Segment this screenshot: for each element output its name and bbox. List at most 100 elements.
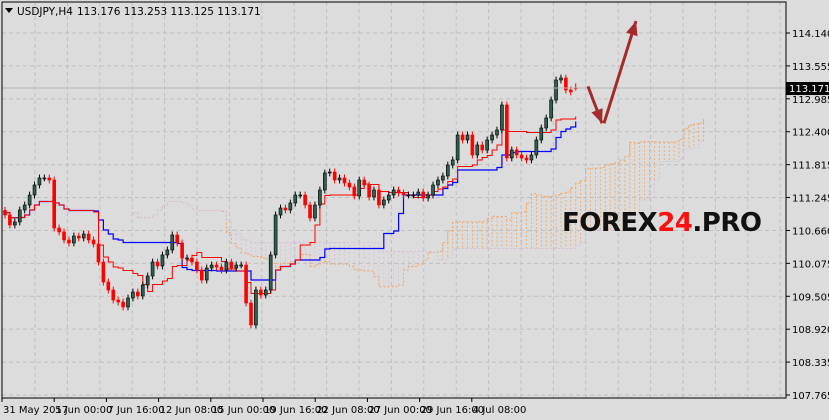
triangle-down-icon[interactable] [5, 8, 13, 13]
current-price-label: 113.171 [786, 82, 829, 96]
candle-bull [436, 179, 440, 186]
x-tick-label: 22 Jun 08:00 [316, 405, 380, 416]
candle-bull [313, 204, 317, 219]
y-tick-label: 112.985 [792, 95, 829, 106]
candle-bear [229, 261, 234, 269]
candle-bear [480, 144, 485, 151]
candle-bear [155, 261, 160, 267]
x-tick-label: 15 Jun 00:00 [212, 405, 276, 416]
candle-bull [500, 104, 504, 131]
x-tick-label: 12 Jun 08:00 [160, 405, 224, 416]
arrow-up-icon [602, 20, 638, 124]
candle-bull [170, 234, 175, 251]
y-tick-label: 111.815 [792, 161, 829, 172]
candle-bull [13, 221, 17, 226]
candle-bear [136, 291, 140, 297]
senkou-span-b-line [132, 141, 704, 261]
candle-bear [62, 231, 66, 241]
x-tick-label: 4 Jul 08:00 [473, 405, 527, 416]
x-tick-label: 29 Jun 16:00 [421, 405, 485, 416]
candle-bear [121, 301, 125, 308]
candle-bear [524, 157, 529, 161]
y-tick-label: 108.335 [792, 358, 829, 369]
candle-bull [465, 134, 470, 141]
x-tick-label: 5 Jun 00:00 [55, 405, 112, 416]
candle-bull [209, 264, 214, 269]
candle-bear [421, 191, 426, 199]
candle-bear [190, 257, 194, 263]
ohlc-values: 113.176 113.253 113.125 113.171 [77, 6, 261, 18]
candle-bear [514, 149, 519, 156]
candle-bull [441, 175, 445, 181]
watermark-24: 24 [657, 208, 692, 238]
candle-bull [475, 144, 480, 156]
candle-bull [72, 235, 76, 244]
candle-bull [337, 177, 342, 181]
candle-bear [52, 179, 57, 229]
candle-bear [8, 214, 12, 226]
candle-bull [145, 275, 150, 286]
annotation-arrows [586, 20, 638, 124]
candle-bull [17, 209, 22, 223]
candle-bull [411, 194, 416, 197]
x-tick-label: 7 Jun 16:00 [107, 405, 164, 416]
candle-bull [529, 154, 534, 161]
y-tick-label: 110.660 [792, 226, 829, 237]
arrow-up-icon-head [626, 21, 638, 37]
candle-bull [165, 249, 170, 256]
candle-bull [239, 264, 243, 267]
candle-bear [77, 235, 81, 239]
candle-bear [568, 89, 573, 93]
candle-bear [86, 233, 91, 241]
candle-bear [106, 281, 111, 291]
y-tick-label: 109.505 [792, 292, 829, 303]
candle-bear [101, 261, 106, 283]
watermark-forex: FOREX [562, 208, 658, 238]
candle-bear [175, 234, 179, 244]
candle-bear [352, 186, 357, 197]
candle-bull [42, 177, 47, 180]
candle-bull [204, 267, 209, 281]
candle-bear [519, 154, 524, 159]
current-price-value: 113.171 [789, 84, 829, 95]
candle-bear [96, 243, 101, 263]
candle-bear [244, 264, 248, 304]
candle-bull [431, 184, 435, 196]
candle-bear [249, 302, 253, 326]
candle-bull [539, 127, 544, 141]
candle-bull [509, 149, 514, 159]
symbol-timeframe: USDJPY,H4 [17, 6, 73, 18]
candle-bear [505, 104, 509, 159]
candle-bull [544, 117, 549, 129]
candle-bull [318, 189, 322, 206]
y-tick-label: 113.555 [792, 62, 829, 73]
candle-bull [327, 171, 332, 174]
candle-bull [357, 179, 362, 197]
x-tick-label: 19 Jun 16:00 [264, 405, 328, 416]
candle-bear [377, 189, 381, 206]
candle-bull [268, 254, 273, 291]
candle-bear [396, 189, 401, 194]
y-tick-label: 107.765 [792, 391, 829, 402]
svg-text:FOREX24.PRO: FOREX24.PRO [562, 208, 761, 238]
candle-bear [3, 210, 7, 216]
candle-bull [293, 194, 298, 204]
candle-bear [367, 184, 371, 198]
candle-bear [180, 242, 184, 259]
candle-bull [391, 189, 396, 196]
candle-bear [214, 264, 219, 268]
candle-bull [416, 191, 421, 196]
candle-bear [470, 134, 475, 156]
watermark-pro: .PRO [692, 208, 761, 238]
candle-bull [254, 289, 258, 326]
grid [2, 2, 786, 398]
candle-bull [81, 233, 86, 239]
candle-bull [263, 289, 268, 296]
candle-bull [372, 189, 376, 198]
candle-bull [534, 139, 539, 156]
candle-bear [401, 192, 406, 196]
candle-bear [200, 269, 204, 281]
